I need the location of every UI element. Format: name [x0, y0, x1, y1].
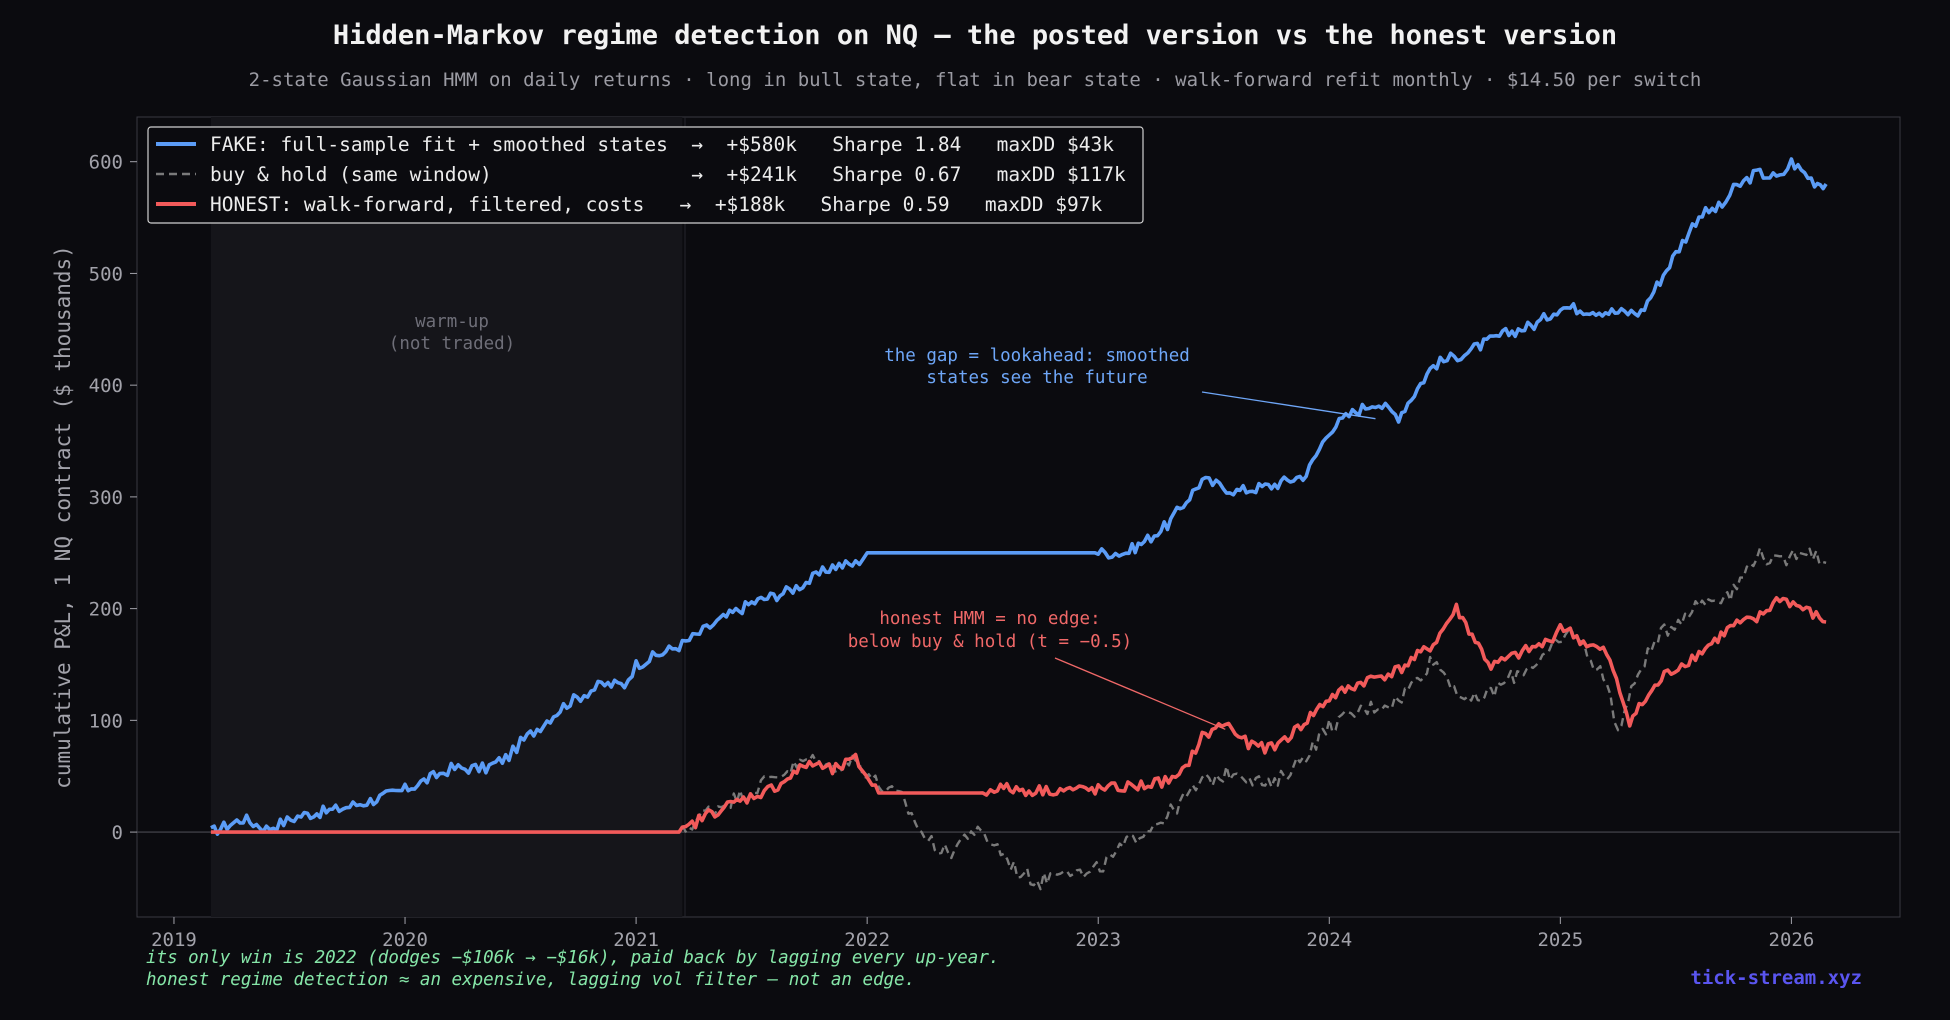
y-tick-label: 600 [89, 152, 123, 174]
x-tick-label: 2024 [1306, 929, 1352, 951]
legend-box [147, 126, 1144, 224]
y-axis: 0 100 200 300 400 500 600 [89, 152, 137, 844]
footer-note-line2: honest regime detection ≈ an expensive, … [146, 970, 915, 990]
series-layer [210, 157, 1828, 891]
annotation-noedge-line2: below buy & hold (t = −0.5) [848, 632, 1132, 652]
warm-up-region [210, 117, 683, 917]
brand-link[interactable]: tick-stream.xyz [1690, 967, 1862, 989]
y-tick-label: 100 [89, 710, 123, 732]
x-tick-label: 2026 [1769, 929, 1815, 951]
x-axis: 2019 2020 2021 2022 2023 2024 2025 2026 [151, 917, 1814, 951]
annotation-gap-line1: the gap = lookahead: smoothed [884, 346, 1190, 366]
y-tick-label: 300 [89, 487, 123, 509]
x-tick-label: 2023 [1075, 929, 1121, 951]
chart-title: Hidden-Markov regime detection on NQ — t… [333, 20, 1617, 51]
x-tick-label: 2020 [382, 929, 428, 951]
y-tick-label: 500 [89, 263, 123, 285]
footer-note-line1: its only win is 2022 (dodges −$106k → −$… [146, 948, 999, 968]
series-honest-line [210, 596, 1827, 834]
y-axis-label: cumulative P&L, 1 NQ contract ($ thousan… [51, 245, 75, 789]
annotation-gap-line2: states see the future [926, 368, 1147, 388]
y-tick-label: 400 [89, 375, 123, 397]
legend-entry-hold: buy & hold (same window) → +$241k Sharpe… [210, 163, 1126, 186]
series-buy-hold-line [681, 546, 1827, 891]
legend-entry-fake: FAKE: full-sample fit + smoothed states … [210, 133, 1114, 156]
x-tick-label: 2025 [1537, 929, 1583, 951]
x-tick-label: 2021 [613, 929, 659, 951]
legend-entry-honest: HONEST: walk-forward, filtered, costs → … [210, 193, 1102, 216]
chart-subtitle: 2-state Gaussian HMM on daily returns · … [249, 69, 1702, 91]
x-tick-label: 2019 [151, 929, 197, 951]
x-tick-label: 2022 [844, 929, 890, 951]
series-fake-line [210, 157, 1828, 836]
warm-up-label-line2: (not traded) [389, 334, 515, 354]
legend: FAKE: full-sample fit + smoothed states … [147, 126, 1144, 224]
y-tick-label: 200 [89, 599, 123, 621]
annotation-noedge-arrow [1054, 657, 1226, 730]
annotation-noedge-line1: honest HMM = no edge: [879, 609, 1100, 629]
annotation-gap-arrow [1201, 391, 1376, 420]
warm-up-label-line1: warm-up [415, 312, 489, 332]
y-tick-label: 0 [112, 822, 123, 844]
